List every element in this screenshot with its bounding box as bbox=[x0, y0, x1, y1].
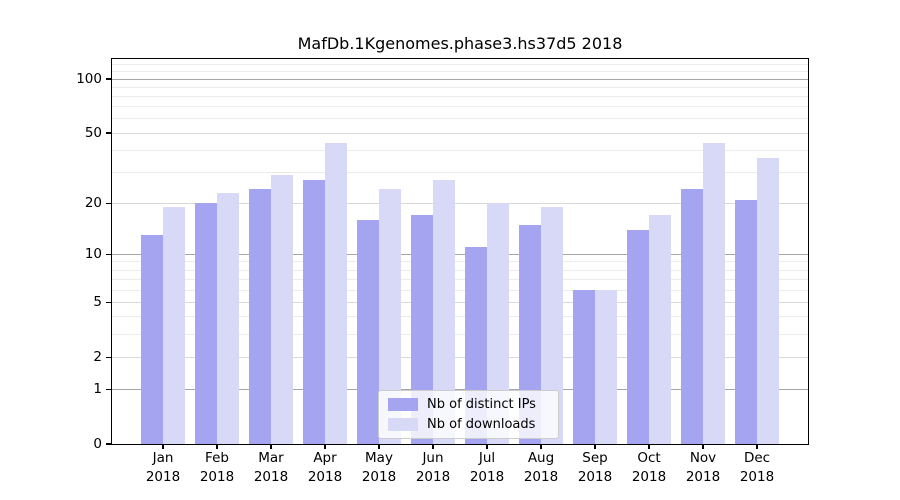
x-tick-label: Aug 2018 bbox=[523, 450, 559, 485]
bar-distinct-ips bbox=[735, 199, 757, 444]
y-tick bbox=[105, 443, 111, 445]
bar-downloads bbox=[217, 192, 239, 444]
y-tick bbox=[105, 356, 111, 358]
bar-distinct-ips bbox=[141, 235, 163, 444]
x-tick bbox=[162, 444, 164, 449]
plot-area: 100 50 20 10 5 2 1 0 Jan 2018 Feb 2018 Mar 2018 Apr 201… bbox=[76, 58, 809, 485]
gridline-minor bbox=[112, 333, 808, 335]
gridline-minor bbox=[112, 279, 808, 281]
bar-downloads bbox=[325, 142, 347, 444]
y-tick-label: 5 bbox=[93, 294, 102, 311]
x-tick-label: Dec 2018 bbox=[739, 450, 775, 485]
x-tick-label: Jun 2018 bbox=[415, 450, 451, 485]
gridline-minor bbox=[112, 64, 808, 66]
gridline-decade bbox=[112, 388, 808, 390]
bar-downloads bbox=[541, 207, 563, 444]
gridline-minor bbox=[112, 171, 808, 173]
x-tick bbox=[486, 444, 488, 449]
x-tick-label: Nov 2018 bbox=[685, 450, 721, 485]
legend-label-downloads: Nb of downloads bbox=[427, 417, 536, 432]
legend-swatch-distinct-ips bbox=[388, 398, 418, 411]
x-tick-label: Mar 2018 bbox=[253, 450, 289, 485]
y-tick-label: 20 bbox=[84, 195, 102, 212]
legend-item-downloads: Nb of downloads bbox=[388, 416, 548, 433]
x-tick bbox=[756, 444, 758, 449]
x-tick bbox=[216, 444, 218, 449]
gridline-decade bbox=[112, 78, 808, 80]
x-tick bbox=[540, 444, 542, 449]
gridline-major bbox=[112, 132, 808, 134]
gridline-minor bbox=[112, 269, 808, 271]
y-tick-label: 1 bbox=[93, 381, 102, 398]
legend: Nb of distinct IPs Nb of downloads bbox=[378, 390, 559, 439]
y-tick-label: 100 bbox=[76, 71, 102, 87]
x-tick-label: Sep 2018 bbox=[577, 450, 613, 485]
y-tick bbox=[105, 388, 111, 390]
gridline-minor bbox=[112, 149, 808, 151]
x-tick bbox=[648, 444, 650, 449]
chart-title: MafDb.1Kgenomes.phase3.hs37d5 2018 bbox=[297, 34, 623, 53]
gridline-minor bbox=[112, 95, 808, 97]
x-tick bbox=[594, 444, 596, 449]
bar-distinct-ips bbox=[195, 203, 217, 444]
bar-downloads bbox=[487, 203, 509, 444]
bar-downloads bbox=[163, 207, 185, 444]
legend-item-distinct-ips: Nb of distinct IPs bbox=[388, 396, 548, 413]
bar-distinct-ips bbox=[249, 189, 271, 444]
bar-distinct-ips bbox=[681, 189, 703, 444]
bar-distinct-ips bbox=[357, 219, 379, 444]
legend-label-distinct-ips: Nb of distinct IPs bbox=[427, 397, 536, 412]
x-tick bbox=[702, 444, 704, 449]
gridline-minor bbox=[112, 261, 808, 263]
bar-downloads bbox=[433, 180, 455, 444]
x-tick-label: May 2018 bbox=[361, 450, 397, 485]
gridline-minor bbox=[112, 71, 808, 73]
gridline-major bbox=[112, 301, 808, 303]
bar-downloads bbox=[649, 215, 671, 444]
x-tick-label: Oct 2018 bbox=[631, 450, 667, 485]
x-tick bbox=[270, 444, 272, 449]
x-tick-label: Jul 2018 bbox=[469, 450, 505, 485]
y-tick bbox=[105, 301, 111, 303]
y-tick-label: 50 bbox=[84, 125, 102, 142]
y-tick bbox=[105, 253, 111, 255]
y-tick bbox=[105, 132, 111, 134]
gridline-minor bbox=[112, 316, 808, 318]
bar-distinct-ips bbox=[573, 290, 595, 444]
bar-distinct-ips bbox=[519, 224, 541, 444]
bar-distinct-ips bbox=[411, 215, 433, 444]
x-tick bbox=[432, 444, 434, 449]
bar-downloads bbox=[703, 142, 725, 444]
bar-downloads bbox=[271, 175, 293, 444]
y-tick-label: 2 bbox=[93, 349, 102, 366]
x-tick-label: Jan 2018 bbox=[145, 450, 181, 485]
x-tick bbox=[378, 444, 380, 449]
y-tick bbox=[105, 202, 111, 204]
x-tick bbox=[324, 444, 326, 449]
y-tick bbox=[105, 78, 111, 80]
y-tick-label: 10 bbox=[84, 246, 102, 263]
gridline-minor bbox=[112, 86, 808, 88]
gridline-major bbox=[112, 356, 808, 358]
bar-distinct-ips bbox=[627, 229, 649, 444]
gridline-minor bbox=[112, 289, 808, 291]
y-tick-label: 0 bbox=[93, 436, 102, 452]
gridline-decade bbox=[112, 253, 808, 255]
x-tick-label: Feb 2018 bbox=[199, 450, 235, 485]
bar-downloads bbox=[379, 189, 401, 444]
bar-distinct-ips bbox=[303, 180, 325, 444]
gridline-minor bbox=[112, 118, 808, 120]
bar-downloads bbox=[757, 158, 779, 444]
legend-swatch-downloads bbox=[388, 418, 418, 431]
x-tick-label: Apr 2018 bbox=[307, 450, 343, 485]
gridline-major bbox=[112, 202, 808, 204]
gridline-minor bbox=[112, 106, 808, 108]
bar-downloads bbox=[595, 290, 617, 444]
chart-layers: 100 50 20 10 5 2 1 0 Jan 2018 Feb 2018 Mar 2018 Apr 201… bbox=[76, 59, 808, 485]
